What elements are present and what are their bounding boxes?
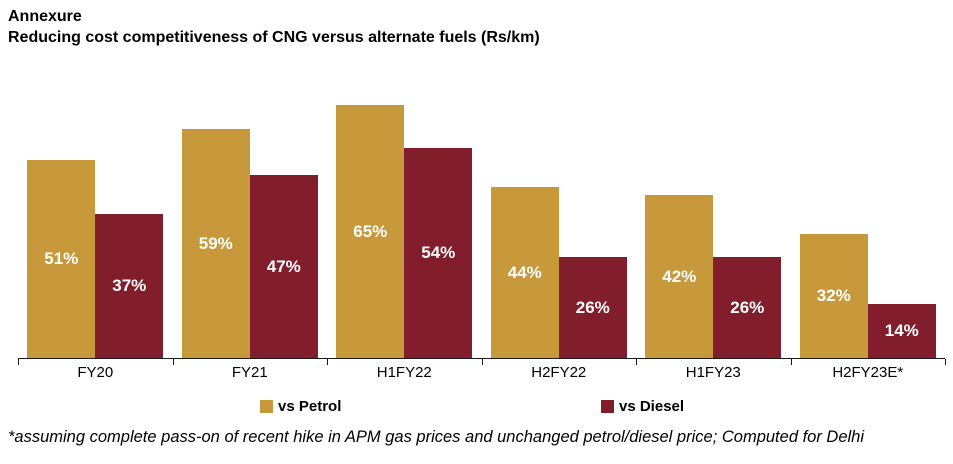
footnote: *assuming complete pass-on of recent hik… bbox=[8, 428, 865, 446]
bar-value-label: 26% bbox=[575, 297, 610, 317]
x-axis-labels: FY20 FY21 H1FY22 H2FY22 H1FY23 H2FY23E* bbox=[18, 364, 945, 381]
bar-value-label: 42% bbox=[662, 266, 697, 286]
x-axis-tick bbox=[945, 359, 946, 365]
chart-title: Reducing cost competitiveness of CNG ver… bbox=[8, 29, 540, 46]
x-axis-tick bbox=[18, 359, 19, 365]
x-axis-tick bbox=[790, 359, 792, 365]
bar-value-label: 65% bbox=[353, 221, 388, 241]
bar-value-label: 32% bbox=[816, 286, 851, 305]
bar-vs-diesel-h2fy23e: 14% bbox=[867, 304, 936, 358]
bar-group-fy20: 51% 37% bbox=[18, 86, 173, 358]
bar-value-label: 59% bbox=[198, 233, 233, 253]
bar-vs-petrol-h1fy22: 65% bbox=[336, 105, 405, 358]
bar-value-label: 51% bbox=[44, 249, 79, 268]
x-axis-tick bbox=[481, 359, 483, 365]
bar-vs-diesel-h1fy23: 26% bbox=[713, 257, 782, 358]
bar-group-fy21: 59% 47% bbox=[173, 86, 328, 358]
x-axis-label-h2fy22: H2FY22 bbox=[531, 364, 587, 381]
bar-group-h2fy23e: 32% 14% bbox=[791, 86, 946, 358]
bar-group-h2fy22: 44% 26% bbox=[482, 86, 637, 358]
title-block: Annexure Reducing cost competitiveness o… bbox=[8, 6, 540, 48]
x-axis-label-h2fy23e: H2FY23E* bbox=[832, 364, 904, 381]
bar-group-h1fy23: 42% 26% bbox=[636, 86, 791, 358]
bar-vs-diesel-h1fy22: 54% bbox=[404, 148, 473, 358]
bar-vs-diesel-h2fy22: 26% bbox=[558, 257, 627, 358]
bar-vs-diesel-fy20: 37% bbox=[95, 214, 164, 358]
legend-item-vs-diesel: vs Diesel bbox=[601, 398, 684, 415]
x-axis-label-fy20: FY20 bbox=[77, 364, 114, 381]
plot-area: 51% 37% 59% 47% 65% 54% 44% 26% 42% 26% 32% 14% bbox=[18, 86, 946, 365]
x-axis-tick bbox=[327, 359, 328, 365]
bar-vs-petrol-h2fy22: 44% bbox=[490, 187, 559, 358]
x-axis-label-fy21: FY21 bbox=[231, 364, 268, 381]
bar-value-label: 54% bbox=[421, 243, 456, 262]
legend-label-vs-diesel: vs Diesel bbox=[619, 398, 685, 415]
bar-vs-petrol-fy21: 59% bbox=[181, 129, 250, 358]
legend-item-vs-petrol: vs Petrol bbox=[260, 398, 341, 415]
petrol-swatch-icon bbox=[260, 400, 273, 413]
bar-value-label: 37% bbox=[112, 276, 147, 295]
x-axis-line bbox=[18, 358, 945, 359]
bar-group-h1fy22: 65% 54% bbox=[327, 86, 482, 358]
bar-value-label: 44% bbox=[507, 262, 542, 282]
bar-vs-petrol-fy20: 51% bbox=[27, 160, 96, 358]
legend-label-vs-petrol: vs Petrol bbox=[278, 398, 342, 415]
bar-value-label: 14% bbox=[884, 321, 919, 340]
legend: vs Petrol vs Diesel bbox=[0, 398, 953, 420]
bar-groups-container: 51% 37% 59% 47% 65% 54% 44% 26% 42% 26% 32% 14% bbox=[18, 86, 945, 358]
x-axis-tick bbox=[636, 359, 637, 365]
bar-value-label: 47% bbox=[266, 256, 301, 276]
bar-vs-petrol-h1fy23: 42% bbox=[645, 195, 714, 358]
x-axis-label-h1fy22: H1FY22 bbox=[376, 364, 432, 381]
bar-vs-diesel-fy21: 47% bbox=[249, 175, 318, 358]
bar-value-label: 26% bbox=[730, 297, 765, 317]
x-axis-tick bbox=[172, 359, 174, 365]
annexure-heading: Annexure bbox=[8, 8, 82, 25]
bar-vs-petrol-h2fy23e: 32% bbox=[799, 234, 868, 358]
diesel-swatch-icon bbox=[601, 400, 614, 413]
x-axis-label-h1fy23: H1FY23 bbox=[685, 364, 741, 381]
